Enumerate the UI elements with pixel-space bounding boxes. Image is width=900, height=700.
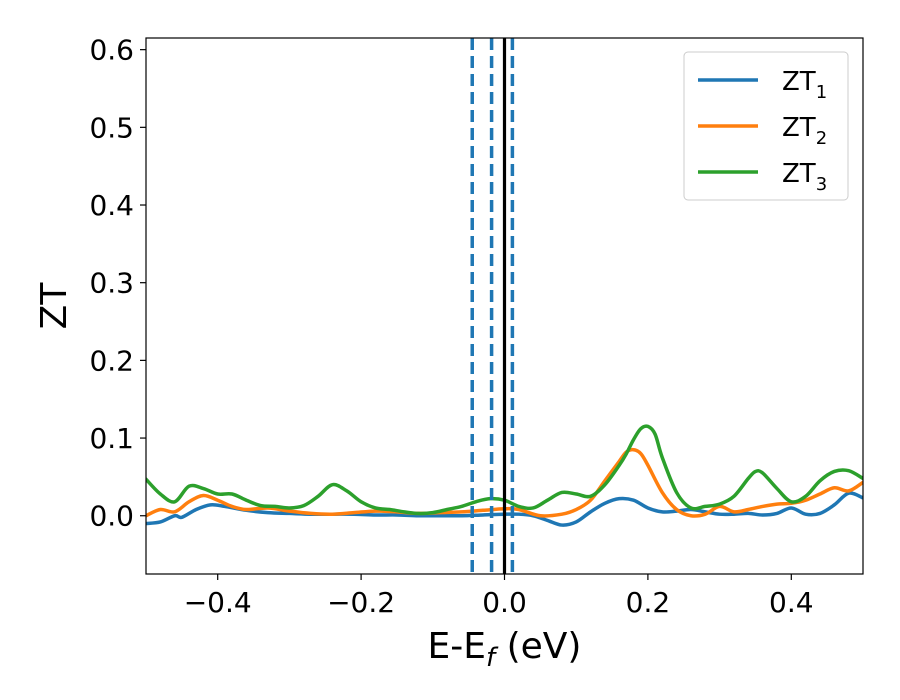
x-tick-label: 0.0 — [482, 586, 527, 619]
legend-box — [683, 51, 849, 201]
legend-label-zt3: ZT3 — [782, 159, 827, 195]
x-tick-label: −0.4 — [184, 586, 252, 619]
series-line-zt2 — [146, 447, 863, 518]
x-axis-label: E-Ef (eV) — [428, 626, 582, 673]
vline-layer — [470, 38, 515, 574]
y-tick-label: 0.3 — [89, 267, 134, 300]
y-tick-label: 0.2 — [89, 344, 134, 377]
y-tick-label: 0.6 — [89, 34, 134, 67]
y-tick-label: 0.4 — [89, 189, 134, 222]
y-axis-ticks: 0.0 0.1 0.2 0.3 0.4 0.5 0.6 — [89, 34, 146, 533]
legend: ZT1 ZT2 ZT3 — [683, 51, 849, 201]
legend-label-zt2: ZT2 — [782, 113, 827, 149]
x-tick-label: −0.2 — [327, 586, 395, 619]
series-line-zt3 — [146, 424, 863, 516]
legend-label-zt1: ZT1 — [782, 67, 827, 103]
series-line-zt1 — [146, 491, 863, 527]
x-tick-label: 0.4 — [769, 586, 814, 619]
y-tick-label: 0.1 — [89, 422, 134, 455]
x-tick-label: 0.2 — [626, 586, 671, 619]
y-tick-label: 0.0 — [89, 500, 134, 533]
y-axis-label: ZT — [34, 282, 75, 330]
x-axis-ticks: −0.4 −0.2 0.0 0.2 0.4 — [184, 574, 814, 619]
y-tick-label: 0.5 — [89, 111, 134, 144]
series-layer — [146, 424, 863, 527]
